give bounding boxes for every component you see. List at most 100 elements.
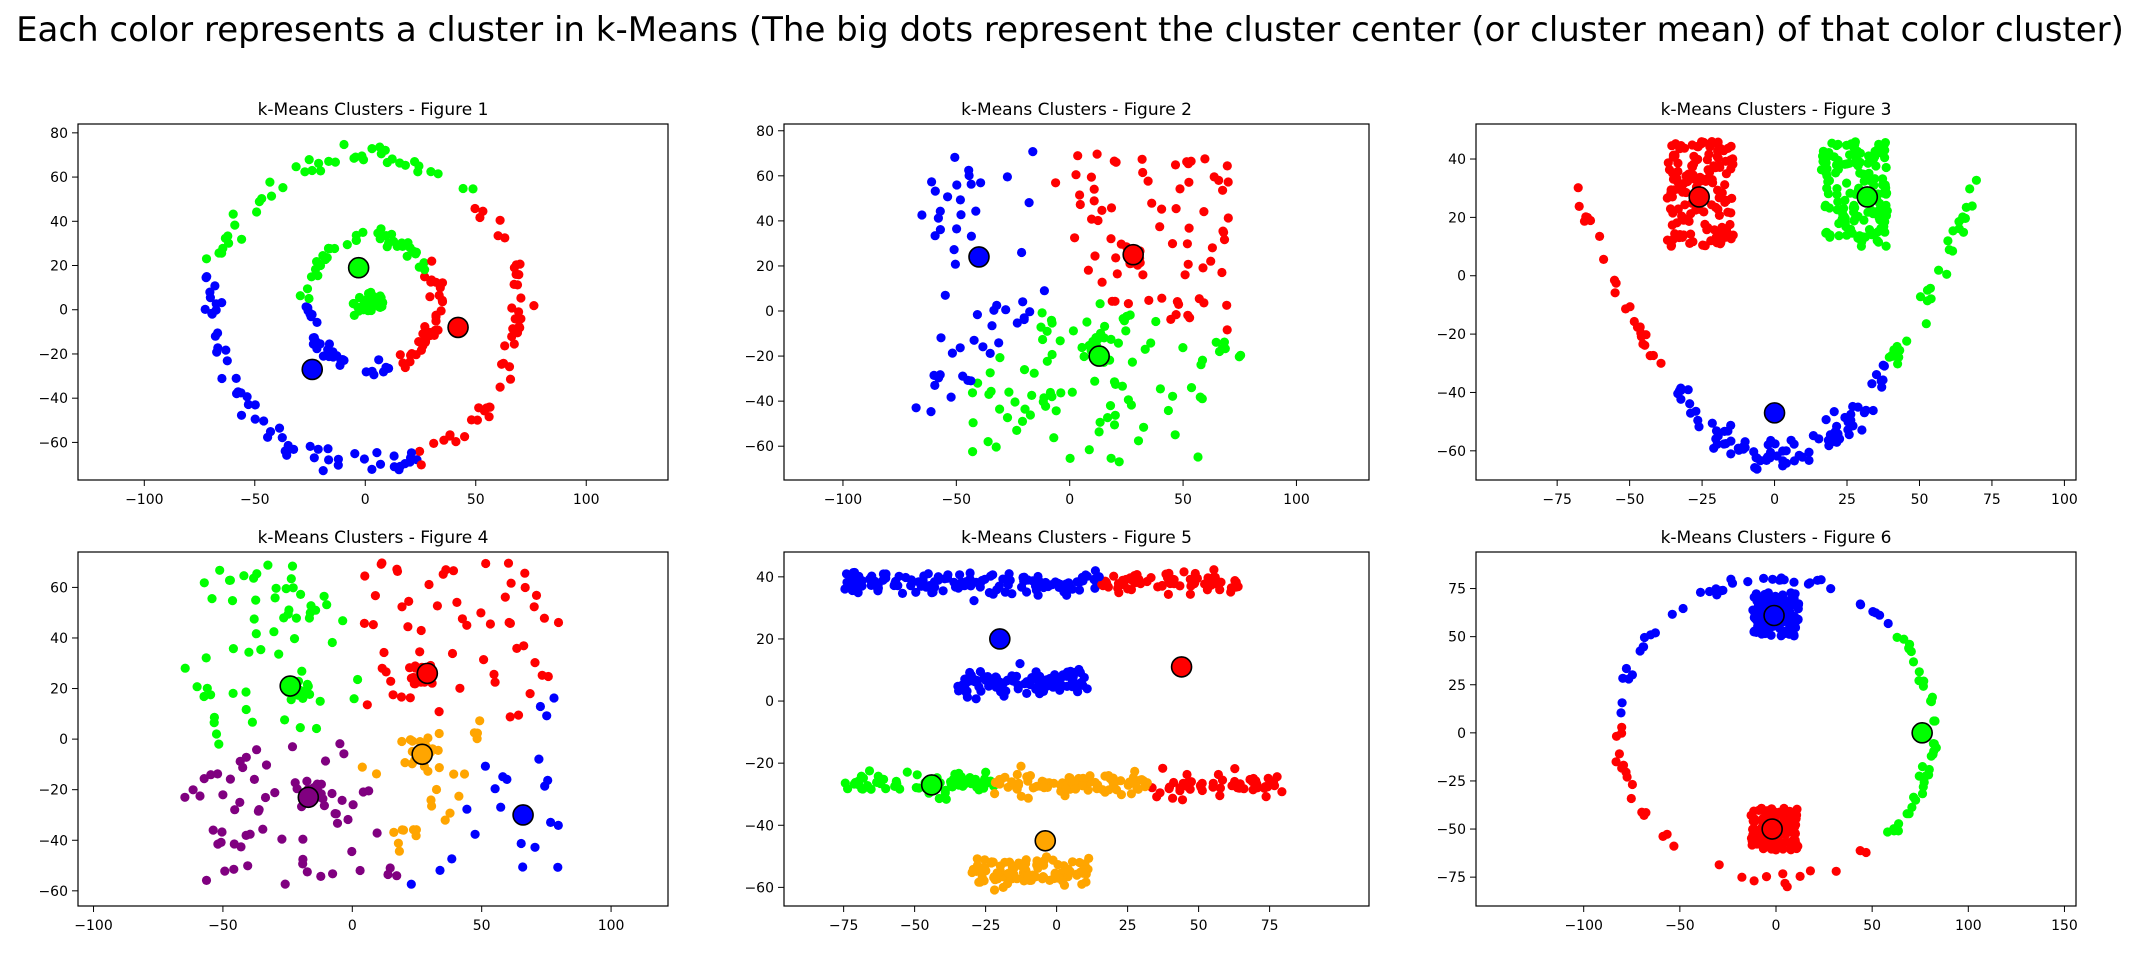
data-point — [1880, 185, 1890, 195]
y-tick-label: 0 — [1457, 726, 1466, 742]
data-point — [1687, 140, 1697, 150]
data-point — [426, 167, 436, 177]
data-point — [397, 736, 407, 747]
data-point — [911, 587, 921, 597]
data-point — [862, 781, 873, 791]
data-point — [274, 423, 285, 433]
data-point — [926, 407, 936, 417]
data-point — [437, 278, 448, 288]
data-point — [1047, 349, 1057, 360]
data-point — [1614, 749, 1624, 759]
data-point — [1019, 313, 1029, 323]
data-point — [1041, 675, 1051, 685]
data-point — [1075, 190, 1085, 200]
data-point — [1840, 213, 1850, 223]
data-point — [1230, 576, 1240, 586]
data-point — [1086, 172, 1096, 182]
subplot-1: k-Means Clusters - Figure 1 −100 −50 0 50 100… — [38, 100, 669, 508]
data-point — [1686, 229, 1696, 239]
data-point — [205, 287, 215, 297]
data-point — [1668, 150, 1678, 160]
data-point — [1183, 259, 1193, 269]
data-point — [1848, 421, 1858, 431]
data-point — [437, 295, 447, 305]
data-point — [1756, 594, 1766, 604]
x-tick-label: −50 — [240, 492, 270, 508]
data-point — [468, 184, 478, 194]
data-point — [1194, 294, 1204, 304]
data-point — [507, 303, 517, 313]
data-point — [1065, 453, 1075, 463]
data-point — [1051, 406, 1061, 416]
data-point — [1931, 743, 1941, 753]
data-point — [431, 277, 441, 287]
data-point — [1726, 436, 1736, 446]
x-tick-label: −100 — [1564, 918, 1602, 934]
data-point — [1824, 441, 1834, 451]
data-point — [1089, 574, 1099, 584]
data-point — [1691, 205, 1701, 215]
data-point — [1720, 180, 1730, 190]
data-point — [339, 139, 349, 150]
x-tick-label: −100 — [824, 492, 862, 508]
data-point — [1944, 245, 1954, 255]
data-point — [964, 775, 974, 785]
data-point — [1247, 777, 1258, 787]
cluster-center — [411, 743, 433, 766]
data-point — [1215, 791, 1225, 801]
data-point — [994, 338, 1004, 348]
data-point — [253, 806, 263, 816]
data-point — [930, 380, 940, 390]
data-point — [1215, 585, 1225, 595]
data-point — [1029, 368, 1039, 378]
data-point — [1083, 265, 1093, 275]
x-tick-label: 0 — [1052, 918, 1061, 934]
data-point — [1090, 251, 1100, 261]
cluster-center — [297, 786, 320, 809]
data-point — [1881, 241, 1891, 251]
data-point — [230, 220, 240, 230]
data-point — [1140, 344, 1150, 354]
data-point — [1038, 872, 1048, 882]
data-point — [1867, 379, 1877, 389]
data-point — [241, 752, 251, 762]
data-point — [953, 583, 963, 593]
data-point — [531, 590, 542, 600]
data-point — [201, 254, 212, 264]
data-point — [913, 577, 924, 587]
data-point — [1778, 869, 1788, 879]
data-point — [298, 859, 308, 869]
data-point — [367, 464, 377, 474]
data-point — [1261, 792, 1271, 802]
data-point — [949, 245, 959, 255]
data-point — [1031, 585, 1041, 595]
data-point — [296, 589, 306, 599]
cluster-center — [1034, 829, 1057, 852]
data-point — [368, 620, 378, 630]
data-point — [1056, 388, 1066, 398]
x-tick-label: −50 — [942, 492, 972, 508]
data-point — [1090, 376, 1100, 386]
plot-frame — [77, 551, 669, 907]
data-point — [1023, 871, 1033, 881]
data-point — [377, 558, 387, 568]
data-point — [310, 264, 321, 274]
data-point — [1595, 231, 1605, 241]
data-point — [1871, 370, 1882, 380]
data-point — [1621, 767, 1631, 777]
data-point — [1064, 773, 1074, 783]
data-point — [1829, 407, 1839, 417]
data-point — [1078, 868, 1088, 878]
data-point — [211, 305, 221, 315]
data-point — [367, 144, 377, 154]
data-point — [1128, 772, 1138, 783]
data-point — [1114, 588, 1124, 598]
data-point — [1921, 319, 1931, 329]
data-point — [1818, 156, 1828, 166]
data-point — [1164, 784, 1174, 794]
data-point — [395, 461, 405, 471]
data-point — [1103, 582, 1113, 592]
data-point — [1874, 213, 1884, 223]
data-point — [1041, 852, 1052, 862]
x-tick-label: 0 — [1065, 492, 1074, 508]
